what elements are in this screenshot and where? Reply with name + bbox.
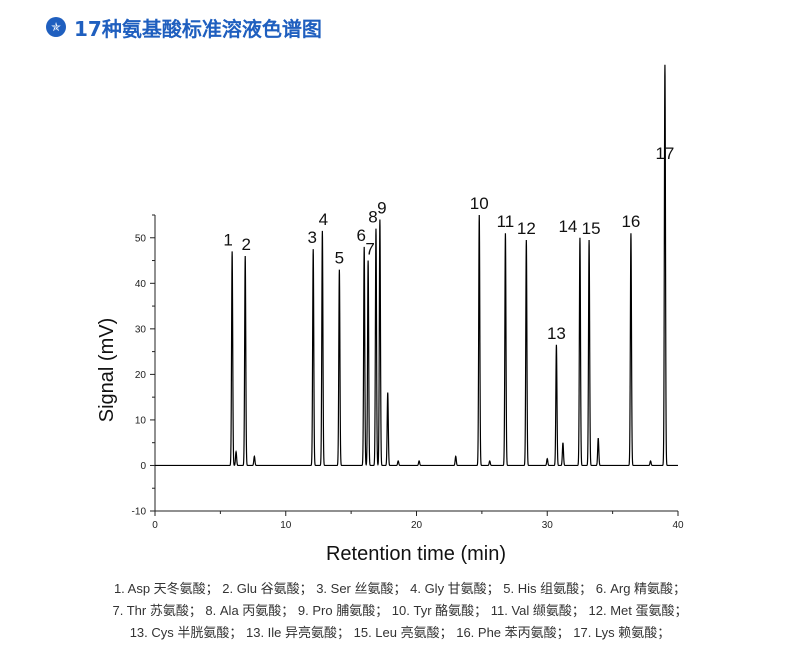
peak-label: 3 — [307, 228, 316, 247]
y-tick-label: 40 — [135, 279, 147, 290]
peak-label: 17 — [655, 144, 674, 163]
peak-label: 11 — [497, 212, 515, 231]
y-axis-label: Signal (mV) — [96, 318, 118, 422]
chart-axes: -10 0 10 20 30 40 50 0 10 20 30 40 — [132, 214, 684, 531]
x-tick-label: 10 — [280, 520, 292, 531]
star-badge-icon: ✯ — [46, 17, 66, 37]
x-axis-label: Retention time (min) — [326, 543, 506, 565]
y-tick-label: 20 — [135, 370, 147, 381]
page-header: ✯ 17种氨基酸标准溶液色谱图 — [46, 12, 322, 42]
y-tick-label: -10 — [132, 507, 147, 518]
signal-trace — [155, 64, 678, 467]
x-tick-label: 30 — [542, 520, 554, 531]
peak-label: 1 — [223, 230, 232, 249]
peak-label: 16 — [621, 212, 640, 231]
x-tick-label: 20 — [411, 520, 423, 531]
peak-label: 10 — [470, 194, 489, 213]
peak-label: 5 — [335, 249, 344, 268]
y-tick-label: 50 — [135, 233, 147, 244]
peak-label: 14 — [558, 217, 577, 236]
peak-label: 4 — [319, 210, 328, 229]
peak-label: 12 — [517, 219, 536, 238]
y-tick-label: 0 — [140, 461, 146, 472]
legend-line: 13. Cys 半胱氨酸； 13. Ile 异亮氨酸； 15. Leu 亮氨酸；… — [129, 625, 671, 640]
y-tick-label: 30 — [135, 324, 147, 335]
legend-line: 7. Thr 苏氨酸； 8. Ala 丙氨酸； 9. Pro 脯氨酸； 10. … — [112, 603, 688, 618]
legend-line: 1. Asp 天冬氨酸； 2. Glu 谷氨酸； 3. Ser 丝氨酸； 4. … — [113, 581, 687, 596]
peak-label: 6 — [356, 226, 365, 245]
y-tick-label: 10 — [135, 415, 147, 426]
peak-label: 15 — [582, 219, 601, 238]
page-title: 17种氨基酸标准溶液色谱图 — [74, 16, 322, 41]
peak-label: 8 — [368, 208, 377, 227]
x-tick-label: 0 — [152, 520, 158, 531]
peak-label: 13 — [547, 324, 566, 343]
peak-label: 7 — [365, 240, 374, 259]
peak-label: 2 — [241, 235, 250, 254]
x-tick-label: 40 — [672, 520, 684, 531]
peak-label: 9 — [377, 199, 386, 218]
peak-legend: 1. Asp 天冬氨酸； 2. Glu 谷氨酸； 3. Ser 丝氨酸； 4. … — [0, 578, 800, 644]
